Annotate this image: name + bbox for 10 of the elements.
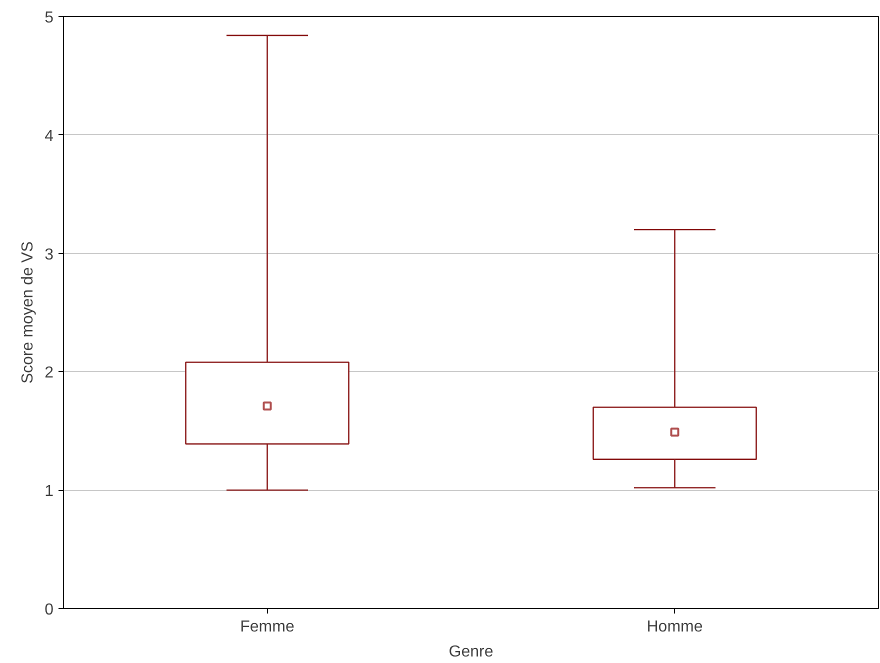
y-tick-label: 1 <box>44 483 54 500</box>
y-tick-label: 0 <box>44 602 54 618</box>
x-tick-label: Femme <box>240 618 294 636</box>
y-tick-label: 2 <box>44 364 54 382</box>
y-axis-title: Score moyen de VS <box>20 241 37 384</box>
x-tick-label: Homme <box>646 618 703 636</box>
y-tick-label: 4 <box>44 128 54 145</box>
y-tick-label: 3 <box>44 246 54 264</box>
x-axis-title: Genre <box>448 644 494 660</box>
y-tick-label: 5 <box>44 10 54 26</box>
